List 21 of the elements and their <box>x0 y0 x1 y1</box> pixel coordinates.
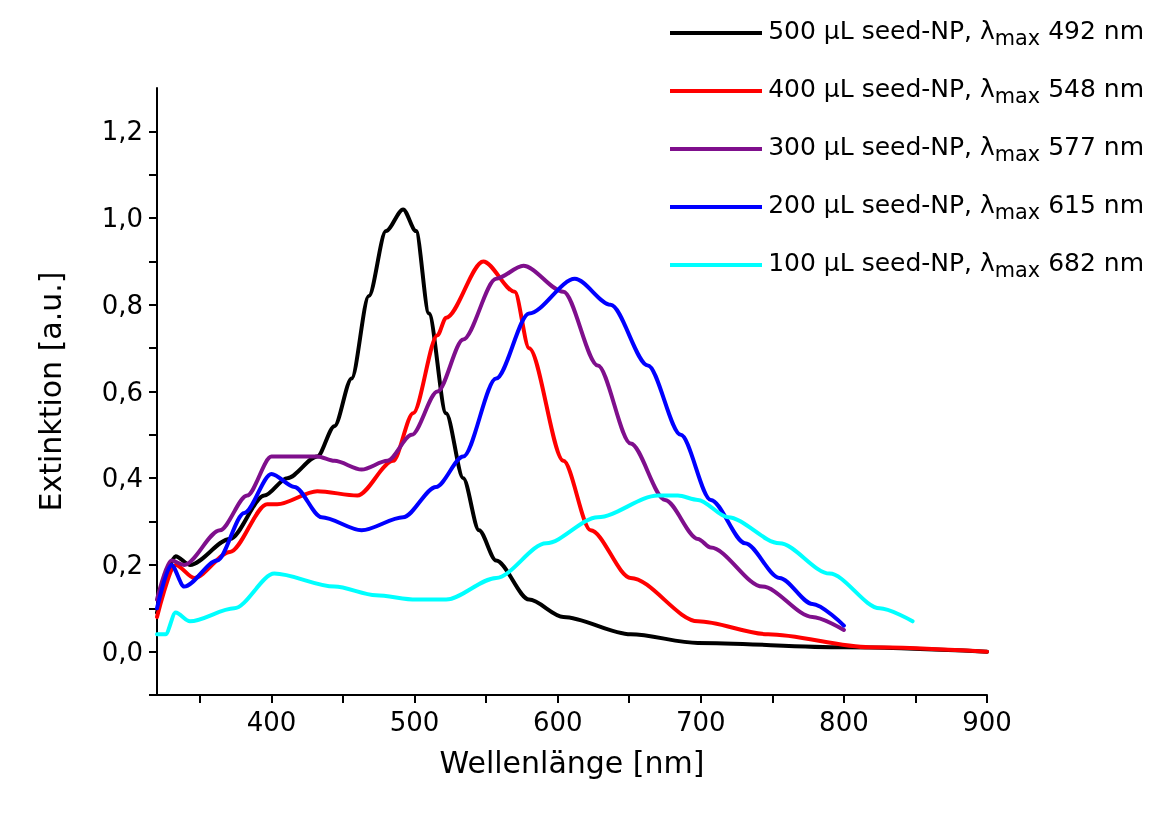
y-tick-label: 0,6 <box>101 376 143 407</box>
y-tick-label: 0,0 <box>101 636 143 667</box>
line-series <box>155 493 915 637</box>
x-tick-label: 700 <box>675 707 726 737</box>
legend-label: 400 µL seed-NP, λ$_{max}$ 548 nm <box>768 74 1144 108</box>
y-tick-label: 0,8 <box>101 289 143 320</box>
x-axis-title: Wellenlänge [nm] <box>439 744 705 780</box>
y-tick-label: 1,2 <box>101 116 143 147</box>
legend-label: 200 µL seed-NP, λ$_{max}$ 615 nm <box>768 190 1144 224</box>
legend-label: 300 µL seed-NP, λ$_{max}$ 577 nm <box>768 132 1144 166</box>
x-tick-label: 600 <box>532 707 583 737</box>
y-tick-label: 0,4 <box>101 463 143 494</box>
y-tick-label: 0,2 <box>101 549 143 580</box>
x-tick-label: 800 <box>819 707 869 737</box>
legend-label: 100 µL seed-NP, λ$_{max}$ 682 nm <box>768 248 1144 282</box>
x-tick-label: 900 <box>962 707 1012 737</box>
y-axis-title: Extinktion [a.u.] <box>32 271 68 512</box>
y-tick-label: 1,0 <box>101 203 143 234</box>
x-tick-label: 500 <box>389 707 440 737</box>
legend-label: 500 µL seed-NP, λ$_{max}$ 492 nm <box>768 16 1144 50</box>
x-tick-label: 400 <box>246 707 297 737</box>
